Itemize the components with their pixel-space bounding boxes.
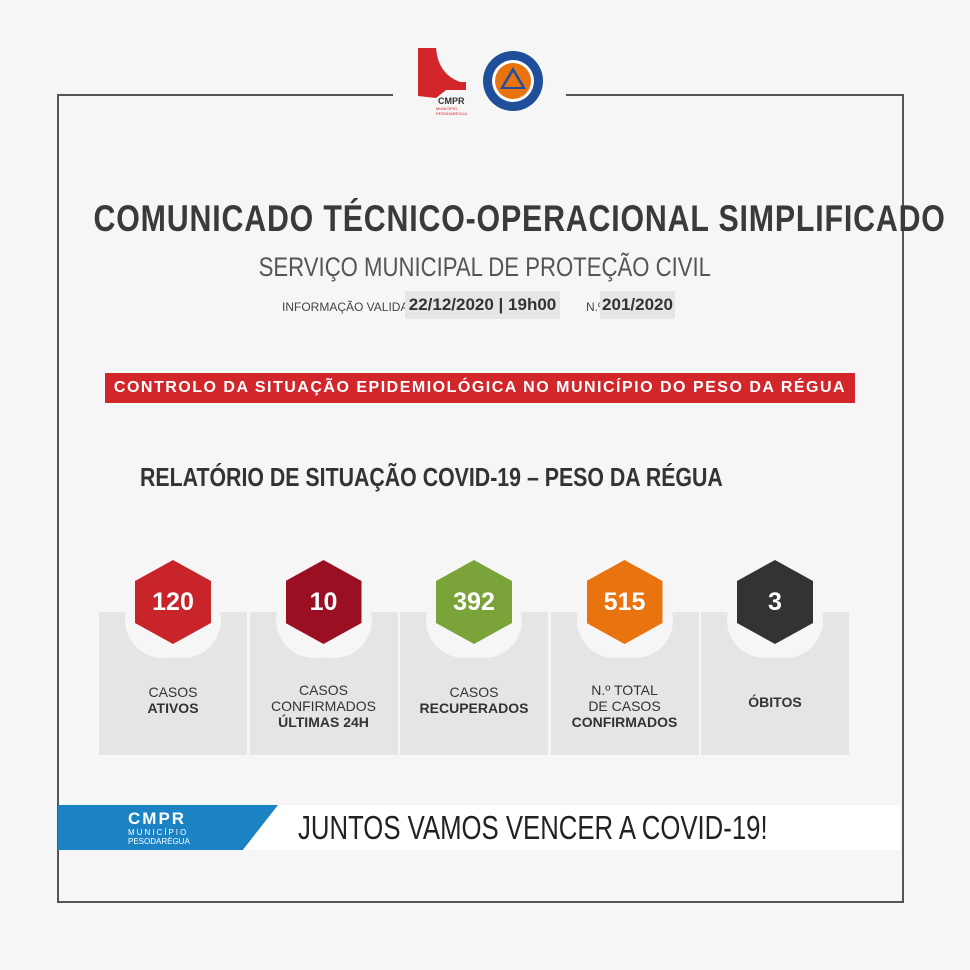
stat-card: CASOS CONFIRMADOS ÚLTIMAS 24H	[249, 612, 398, 755]
report-heading: RELATÓRIO DE SITUAÇÃO COVID-19 – PESO DA…	[140, 462, 851, 493]
validated-label: INFORMAÇÃO VALIDADA EM	[282, 300, 446, 314]
stat-value: 515	[603, 587, 646, 616]
stat-label-bold: ATIVOS	[147, 700, 199, 716]
page-subtitle: SERVIÇO MUNICIPAL DE PROTEÇÃO CIVIL	[0, 252, 970, 283]
stat-value: 120	[152, 587, 194, 616]
stat-value: 10	[309, 587, 338, 616]
slogan: JUNTOS VAMOS VENCER A COVID-19!	[298, 809, 900, 847]
stat-label-line1: CASOS	[449, 684, 499, 700]
stat-label: ÓBITOS	[701, 694, 849, 710]
stat-value: 392	[453, 587, 495, 616]
cmpr-logo-text: CMPR	[438, 96, 465, 106]
stat-label-line1: N.º TOTAL	[591, 682, 658, 698]
footer-logo-municipio: MUNICÍPIO	[128, 828, 189, 837]
frame-border-bottom	[57, 901, 904, 903]
stat-hexagon: 120	[135, 560, 211, 644]
page-title-text: COMUNICADO TÉCNICO-OPERACIONAL SIMPLIFIC…	[93, 198, 946, 239]
validated-date: 22/12/2020 | 19h00	[405, 291, 560, 319]
stat-label-line2: CONFIRMADOS	[271, 698, 376, 714]
stat-label-bold: ÓBITOS	[748, 694, 802, 710]
cmpr-logo: CMPR MUNICÍPIO PESODARÉGUA	[416, 46, 468, 116]
stat-label: CASOS RECUPERADOS	[400, 684, 548, 716]
section-banner: CONTROLO DA SITUAÇÃO EPIDEMIOLÓGICA NO M…	[105, 373, 855, 403]
stat-label: CASOS CONFIRMADOS ÚLTIMAS 24H	[250, 682, 398, 730]
footer-logo-cmpr: CMPR	[128, 809, 187, 828]
slogan-text: JUNTOS VAMOS VENCER A COVID-19!	[298, 809, 768, 846]
footer-logo-place: PESODARÉGUA	[128, 837, 190, 846]
stat-label-line1: CASOS	[148, 684, 198, 700]
frame-border-left	[57, 94, 59, 903]
communique-number: 201/2020	[600, 291, 675, 319]
stat-label-bold: RECUPERADOS	[419, 700, 529, 716]
stat-label: CASOS ATIVOS	[99, 684, 247, 716]
number-label: N.º	[586, 300, 603, 314]
stat-label: N.º TOTAL DE CASOS CONFIRMADOS	[551, 682, 699, 730]
stat-value: 3	[768, 587, 782, 616]
frame-border-top-left	[57, 94, 393, 96]
stat-hexagon: 3	[737, 560, 813, 644]
frame-border-right	[902, 94, 904, 903]
stat-label-line1: CASOS	[298, 682, 348, 698]
page-title: COMUNICADO TÉCNICO-OPERACIONAL SIMPLIFIC…	[0, 198, 970, 240]
report-heading-text: RELATÓRIO DE SITUAÇÃO COVID-19 – PESO DA…	[140, 462, 723, 492]
frame-border-top-right	[566, 94, 904, 96]
stat-hexagon: 515	[586, 560, 663, 644]
footer-logo-block: CMPR MUNICÍPIO PESODARÉGUA	[58, 805, 278, 850]
svg-text:PESODARÉGUA: PESODARÉGUA	[436, 111, 467, 116]
svg-text:MUNICÍPIO: MUNICÍPIO	[436, 106, 457, 111]
page-subtitle-text: SERVIÇO MUNICIPAL DE PROTEÇÃO CIVIL	[258, 252, 712, 282]
stat-label-bold: ÚLTIMAS 24H	[278, 714, 369, 730]
stat-label-line2: DE CASOS	[588, 698, 661, 714]
protecao-civil-logo	[482, 50, 544, 112]
stat-label-bold: CONFIRMADOS	[571, 714, 678, 730]
